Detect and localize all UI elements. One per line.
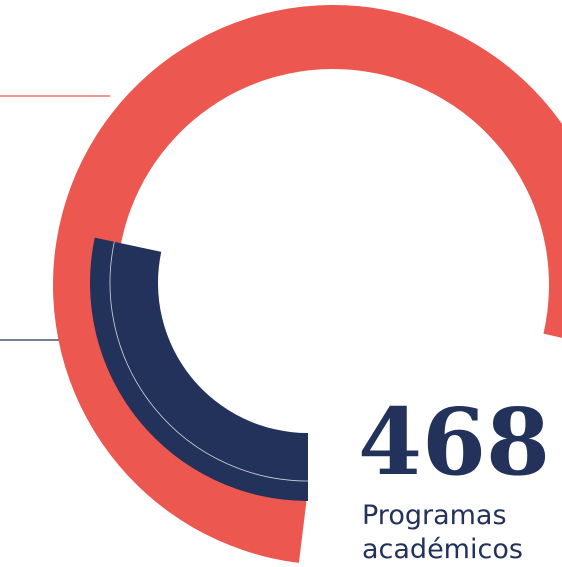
caption-line: académicos: [362, 534, 523, 565]
caption-line: Programas: [362, 500, 507, 531]
ring-separator: [109, 241, 309, 482]
navy-ring: [89, 237, 308, 502]
figure-value: 468: [358, 388, 550, 496]
